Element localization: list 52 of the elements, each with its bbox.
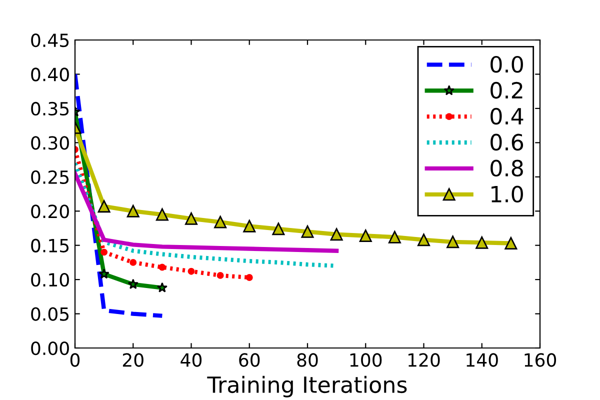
x-tick-label: 80 (297, 353, 318, 367)
point (98, 268, 110, 279)
line-series (75, 72, 164, 318)
point (246, 274, 253, 281)
point (301, 225, 314, 238)
x-tick-label: 100 (350, 353, 382, 367)
y-tick-label: 0.25 (31, 170, 69, 184)
x-tick-label: 140 (466, 353, 498, 367)
x-axis-title: Training Iterations (207, 376, 407, 398)
point (126, 204, 140, 218)
legend-label: 0.0 (490, 56, 523, 73)
legend-label: 1.0 (492, 186, 523, 203)
point (418, 234, 430, 246)
y-tick-label: 0.40 (31, 68, 69, 82)
x-tick-label: 120 (408, 353, 440, 367)
y-tick-label: 0.20 (31, 204, 69, 218)
y-tick-label: 0.05 (31, 307, 69, 321)
point (128, 278, 138, 289)
y-tick-label: 0.15 (31, 238, 69, 252)
point (214, 216, 227, 228)
point (216, 272, 224, 279)
point (272, 222, 285, 236)
legend-label: 0.6 (490, 134, 524, 151)
y-tick-label: 0.30 (31, 136, 69, 150)
legend-label: 0.8 (490, 160, 523, 177)
y-tick-label: 0.35 (31, 102, 69, 116)
y-tick-label: 0.10 (31, 273, 69, 287)
legend-label: 0.4 (490, 108, 524, 125)
point (188, 268, 195, 275)
legend-label: 0.2 (490, 82, 522, 99)
x-tick-label: 60 (239, 353, 260, 367)
point (446, 236, 460, 248)
point (185, 212, 198, 225)
point (243, 220, 256, 232)
y-tick-label: 0.00 (31, 341, 69, 356)
point (330, 228, 343, 241)
point (130, 258, 137, 266)
point (158, 264, 166, 271)
point (359, 230, 372, 242)
x-tick-label: 160 (524, 353, 556, 367)
point (476, 236, 488, 249)
x-tick-label: 40 (180, 353, 202, 367)
point (388, 230, 401, 244)
y-tick-label: 0.45 (31, 33, 69, 48)
line-series (75, 171, 339, 253)
x-tick-label: 20 (122, 353, 144, 367)
point (100, 248, 108, 256)
point (504, 237, 518, 250)
point (156, 282, 168, 292)
point (156, 208, 168, 221)
x-tick-label: 0 (70, 353, 80, 367)
point (98, 200, 110, 213)
